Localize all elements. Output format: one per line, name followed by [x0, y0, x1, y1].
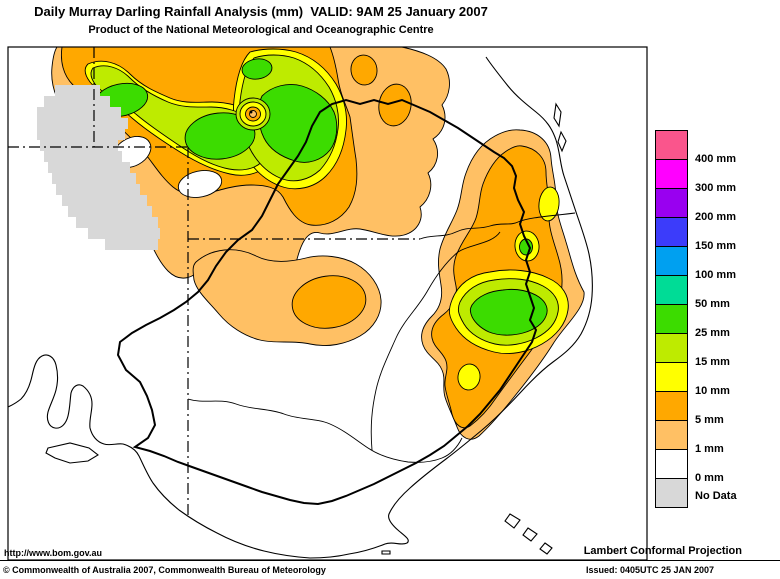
murray-river: [187, 398, 463, 463]
no-data-region: [37, 85, 160, 250]
rainfall-contours-north: [51, 46, 450, 347]
page-subtitle: Product of the National Meteorological a…: [88, 24, 434, 36]
basin-boundary: [116, 98, 538, 506]
border-rivers: [419, 212, 576, 240]
coastline: [7, 56, 593, 559]
footer-divider: [0, 560, 780, 561]
coastal-islands: [381, 102, 567, 555]
kangaroo-island: [45, 442, 99, 464]
rainfall-contours-east: [421, 129, 585, 440]
copyright-text: © Commonwealth of Australia 2007, Common…: [3, 565, 326, 575]
page-title: Daily Murray Darling Rainfall Analysis (…: [34, 4, 488, 19]
projection-label: Lambert Conformal Projection: [583, 545, 742, 557]
state-borders: [8, 47, 420, 518]
darling-river: [370, 231, 501, 451]
rivers: [187, 212, 576, 463]
source-url: http://www.bom.gov.au: [4, 548, 102, 558]
issued-timestamp: Issued: 0405UTC 25 JAN 2007: [586, 565, 715, 575]
